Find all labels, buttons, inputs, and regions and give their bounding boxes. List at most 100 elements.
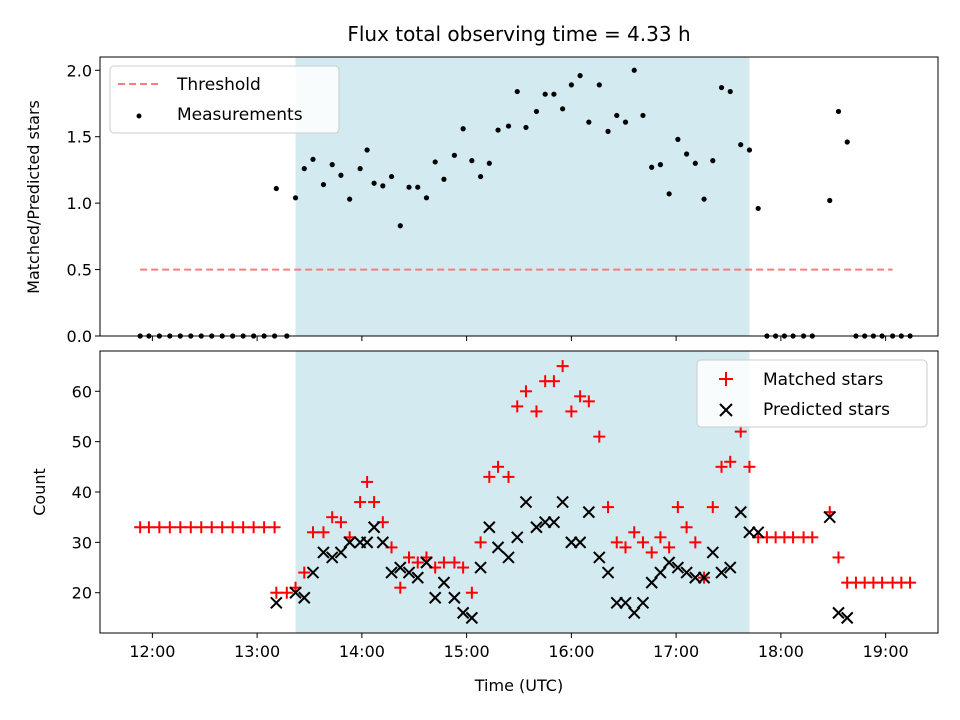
matched-star-point <box>163 521 176 534</box>
predicted-star-point <box>628 606 641 620</box>
x-tick-label: 14:00 <box>339 642 385 661</box>
measurement-point <box>657 162 664 168</box>
matched-star-point <box>876 576 889 589</box>
predicted-star-point <box>298 591 311 604</box>
x-tick-label: 12:00 <box>129 642 175 661</box>
bottom-panel-marks <box>134 360 917 625</box>
predicted-star-point <box>556 495 569 509</box>
bottom-y-ticks: 20 30 40 50 60 <box>72 382 100 603</box>
x-tick-label: 16:00 <box>548 642 594 661</box>
measurement-point <box>640 112 646 119</box>
measurement-point <box>310 156 316 162</box>
top-y-tick-label: 1.0 <box>67 194 92 213</box>
bottom-panel-shading <box>295 351 750 633</box>
measurement-point <box>397 223 403 229</box>
matched-star-point <box>153 521 166 534</box>
measurement-point <box>380 183 386 189</box>
predicted-star-point <box>530 521 543 534</box>
predicted-star-point <box>411 571 424 584</box>
legend-predicted-swatch <box>719 403 733 417</box>
matched-star-point <box>689 536 702 549</box>
matched-star-point <box>268 521 281 534</box>
matched-star-point <box>448 556 461 569</box>
predicted-star-point <box>636 596 650 609</box>
measurement-point <box>746 147 753 153</box>
matched-star-point <box>354 496 367 509</box>
matched-star-point <box>502 470 515 483</box>
measurement-point <box>614 112 620 119</box>
predicted-star-point <box>823 510 836 524</box>
matched-star-point <box>530 405 543 418</box>
measurement-point <box>388 173 395 180</box>
predicted-star-point <box>697 571 711 584</box>
matched-star-point <box>519 385 532 398</box>
x-tick-label: 19:00 <box>863 642 909 661</box>
measurement-point <box>835 108 842 115</box>
predicted-star-point <box>511 531 524 544</box>
matched-star-point <box>671 501 684 514</box>
x-tick-label: 18:00 <box>758 642 804 661</box>
matched-star-point <box>195 521 208 534</box>
legend-measurements-swatch <box>136 113 142 119</box>
matched-star-point <box>492 460 505 473</box>
measurement-point <box>415 184 421 190</box>
measurement-point <box>514 88 520 95</box>
measurement-point <box>649 164 655 170</box>
predicted-star-point <box>420 556 433 569</box>
predicted-star-point <box>601 566 615 579</box>
bottom-legend: Matched stars Predicted stars <box>696 359 928 428</box>
predicted-star-point <box>547 516 561 529</box>
legend-measurements-label: Measurements <box>177 105 303 125</box>
matched-star-point <box>368 496 381 509</box>
matched-star-point <box>593 430 606 443</box>
measurement-point <box>827 197 833 204</box>
measurement-point <box>371 180 377 186</box>
matched-star-point <box>582 395 595 408</box>
matched-star-point <box>724 455 737 468</box>
matched-star-point <box>645 546 658 559</box>
matched-star-point <box>317 526 330 539</box>
matched-star-point <box>226 521 239 534</box>
bottom-y-tick-label: 20 <box>72 584 92 603</box>
matched-star-point <box>806 531 819 544</box>
predicted-star-point <box>619 596 632 609</box>
predicted-star-point <box>376 536 390 549</box>
matched-star-point <box>306 526 319 539</box>
top-y-ticks: 0.0 0.5 1.0 1.5 2.0 <box>67 61 100 346</box>
bottom-y-tick-label: 40 <box>72 483 92 502</box>
matched-star-point <box>280 586 293 599</box>
chart-title: Flux total observing time = 4.33 h <box>347 22 690 46</box>
predicted-star-point <box>706 546 719 559</box>
measurement-point <box>364 147 370 153</box>
predicted-star-point <box>832 606 845 620</box>
matched-star-point <box>706 501 719 514</box>
predicted-star-point <box>428 591 442 604</box>
matched-star-point <box>511 400 524 413</box>
predicted-star-point <box>385 566 398 579</box>
measurement-point <box>692 160 698 166</box>
matched-star-point <box>547 375 560 388</box>
matched-star-point <box>247 521 260 534</box>
predicted-star-point <box>680 566 693 579</box>
matched-star-point <box>602 501 615 514</box>
matched-star-point <box>142 521 155 534</box>
predicted-star-point <box>448 591 461 604</box>
predicted-star-point <box>519 495 533 509</box>
matched-star-point <box>832 551 845 564</box>
predicted-star-point <box>573 536 587 549</box>
predicted-star-point <box>483 521 496 534</box>
matched-star-point <box>715 460 728 473</box>
top-legend: Threshold Measurements <box>109 65 340 134</box>
predicted-star-point <box>474 561 487 574</box>
predicted-star-point <box>502 551 515 564</box>
top-panel-shading <box>295 57 750 336</box>
measurement-point <box>486 160 492 166</box>
measurement-point <box>338 172 344 178</box>
predicted-star-point <box>456 606 470 620</box>
measurement-point <box>292 195 299 201</box>
measurement-point <box>844 139 850 145</box>
measurement-point <box>710 158 716 164</box>
matched-star-point <box>334 516 347 529</box>
predicted-star-point <box>334 546 348 559</box>
measurement-point <box>460 126 466 132</box>
